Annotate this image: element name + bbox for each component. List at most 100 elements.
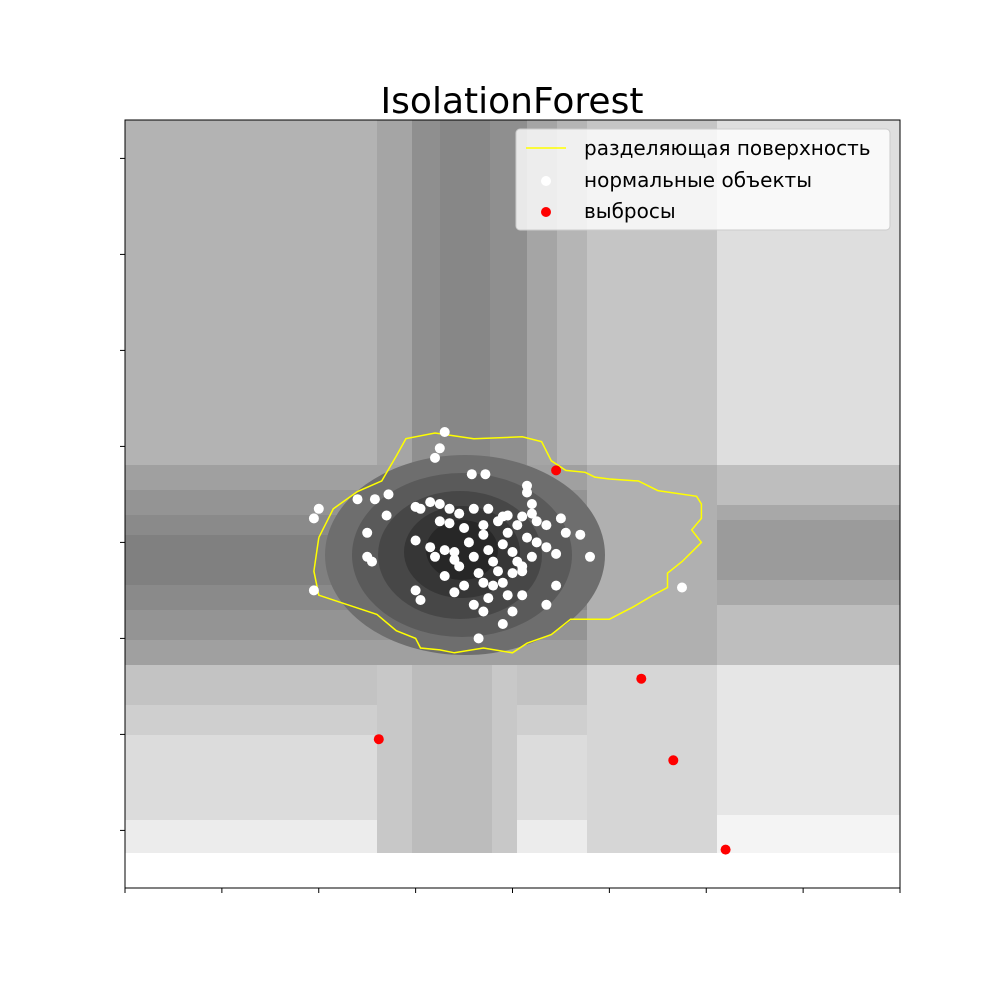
outlier-points-group bbox=[373, 465, 731, 855]
normal-point bbox=[575, 529, 586, 540]
normal-point bbox=[560, 527, 571, 538]
normal-point bbox=[449, 587, 460, 598]
normal-point bbox=[502, 510, 513, 521]
normal-point bbox=[434, 516, 445, 527]
y-axis-ticks bbox=[120, 157, 125, 831]
normal-point bbox=[459, 523, 470, 533]
outlier-point bbox=[720, 844, 731, 855]
normal-point bbox=[468, 503, 479, 514]
legend: разделяющая поверхность нормальные объек… bbox=[515, 128, 891, 231]
normal-point bbox=[454, 508, 465, 519]
normal-point bbox=[502, 590, 513, 601]
plot-area bbox=[125, 120, 900, 888]
normal-point bbox=[507, 568, 518, 579]
score-map bbox=[125, 120, 900, 888]
normal-point bbox=[497, 539, 508, 550]
normal-point bbox=[468, 551, 479, 562]
outlier-point bbox=[373, 734, 384, 745]
normal-point bbox=[497, 577, 508, 588]
normal-point bbox=[430, 551, 440, 562]
normal-point bbox=[425, 542, 436, 553]
normal-point bbox=[551, 580, 562, 591]
normal-point bbox=[541, 542, 552, 553]
normal-point bbox=[526, 499, 537, 509]
normal-point bbox=[352, 494, 363, 505]
normal-point bbox=[308, 513, 319, 524]
normal-point bbox=[466, 469, 477, 480]
normal-point bbox=[473, 633, 484, 644]
normal-point bbox=[410, 585, 421, 596]
normal-point bbox=[478, 577, 489, 588]
normal-point bbox=[383, 489, 394, 500]
normal-point bbox=[526, 551, 537, 562]
normal-point bbox=[488, 580, 499, 591]
normal-point bbox=[541, 520, 552, 531]
normal-point bbox=[313, 503, 324, 514]
normal-point bbox=[517, 566, 528, 577]
normal-point bbox=[512, 520, 523, 531]
outlier-point bbox=[551, 465, 562, 476]
normal-point bbox=[410, 501, 421, 512]
legend-outlier-label: выбросы bbox=[584, 199, 676, 223]
normal-point bbox=[502, 527, 513, 538]
normal-point bbox=[439, 545, 450, 556]
normal-point bbox=[459, 580, 470, 591]
normal-point bbox=[507, 606, 518, 617]
legend-box bbox=[515, 128, 891, 231]
normal-point bbox=[483, 593, 494, 604]
normal-point bbox=[478, 606, 489, 617]
outlier-point bbox=[636, 673, 647, 684]
normal-point bbox=[541, 599, 552, 610]
normal-point bbox=[483, 545, 494, 556]
legend-outlier-swatch bbox=[541, 207, 551, 217]
normal-point bbox=[415, 595, 426, 605]
normal-point bbox=[454, 561, 465, 572]
normal-point bbox=[497, 619, 508, 629]
normal-point bbox=[531, 516, 542, 527]
normal-point bbox=[517, 511, 528, 522]
normal-point bbox=[444, 503, 455, 514]
normal-point bbox=[551, 548, 562, 559]
normal-point bbox=[367, 556, 377, 567]
normal-point bbox=[480, 469, 491, 480]
normal-point bbox=[439, 571, 450, 581]
normal-point bbox=[362, 527, 373, 538]
normal-point bbox=[555, 513, 566, 524]
normal-point bbox=[585, 551, 595, 562]
normal-point bbox=[522, 487, 532, 498]
normal-point bbox=[468, 599, 479, 610]
normal-point bbox=[425, 497, 436, 508]
legend-boundary-label: разделяющая поверхность bbox=[584, 136, 871, 160]
normal-point bbox=[473, 568, 484, 579]
legend-normal-label: нормальные объекты bbox=[584, 168, 812, 192]
normal-point bbox=[677, 582, 687, 593]
normal-point bbox=[488, 556, 499, 567]
normal-point bbox=[410, 535, 421, 546]
normal-point bbox=[434, 443, 445, 454]
normal-point bbox=[463, 537, 474, 548]
normal-point bbox=[369, 494, 380, 505]
normal-point bbox=[526, 508, 537, 519]
normal-point bbox=[449, 547, 460, 557]
normal-point bbox=[507, 547, 518, 557]
legend-normal-swatch bbox=[541, 176, 551, 186]
normal-point bbox=[531, 537, 542, 548]
normal-point bbox=[444, 518, 455, 529]
normal-point bbox=[483, 503, 494, 514]
normal-point bbox=[517, 590, 528, 601]
normal-point bbox=[434, 499, 445, 509]
chart-title: IsolationForest bbox=[381, 81, 644, 122]
normal-point bbox=[493, 566, 503, 577]
normal-point bbox=[381, 510, 392, 521]
normal-point bbox=[478, 529, 489, 540]
normal-point bbox=[493, 516, 503, 527]
normal-point bbox=[478, 520, 489, 531]
outlier-point bbox=[668, 755, 679, 766]
x-axis-ticks bbox=[124, 888, 901, 893]
normal-point bbox=[439, 427, 450, 437]
normal-point bbox=[522, 532, 532, 543]
normal-point bbox=[308, 585, 319, 596]
normal-points-group bbox=[308, 427, 687, 644]
decision-boundary-line bbox=[313, 432, 703, 654]
